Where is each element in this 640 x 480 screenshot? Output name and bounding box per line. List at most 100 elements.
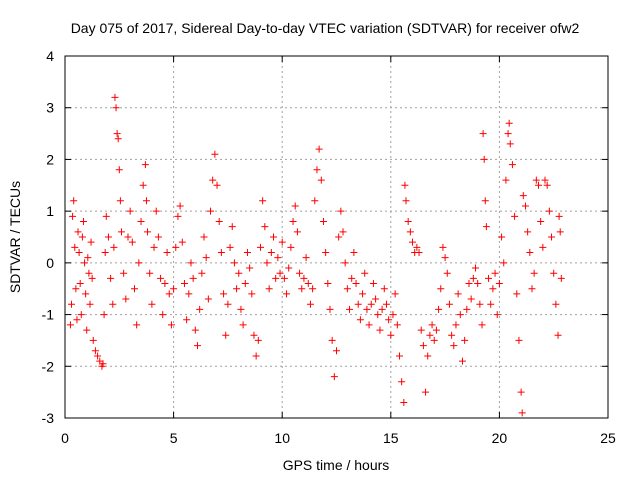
data-point [493, 311, 501, 319]
data-point [545, 207, 553, 215]
data-point [124, 233, 132, 241]
data-point [521, 202, 529, 210]
data-point [270, 233, 278, 241]
data-point [298, 285, 306, 293]
data-point [424, 352, 432, 360]
data-point [382, 300, 390, 308]
data-point [311, 197, 319, 205]
data-point [504, 130, 512, 138]
data-point [141, 161, 149, 169]
data-point [100, 311, 108, 319]
data-point [230, 259, 238, 267]
data-point [555, 212, 563, 220]
data-point [448, 331, 456, 339]
data-point [554, 331, 562, 339]
data-point [263, 259, 271, 267]
data-point [491, 269, 499, 277]
data-point [89, 336, 97, 344]
data-point [502, 176, 510, 184]
data-point [74, 228, 82, 236]
data-point [207, 207, 215, 215]
data-point [348, 274, 356, 282]
data-point [330, 373, 338, 381]
data-point [374, 311, 382, 319]
data-point [180, 280, 188, 288]
data-point [170, 285, 178, 293]
data-point [110, 243, 118, 251]
data-point [479, 130, 487, 138]
data-point [369, 280, 377, 288]
data-point [359, 290, 367, 298]
data-point [239, 321, 247, 329]
data-point [526, 249, 534, 257]
data-point [361, 269, 369, 277]
data-point [552, 300, 560, 308]
data-point [304, 280, 312, 288]
data-point [341, 259, 349, 267]
data-point [152, 207, 160, 215]
data-point [534, 181, 542, 189]
data-point [139, 181, 147, 189]
data-point [445, 300, 453, 308]
data-point [237, 305, 245, 313]
data-point [461, 336, 469, 344]
data-point [241, 280, 249, 288]
data-point [220, 290, 228, 298]
data-point [71, 243, 79, 251]
data-point [112, 104, 120, 112]
data-point [174, 212, 182, 220]
data-point [75, 249, 83, 257]
data-point [300, 274, 308, 282]
data-point [333, 347, 340, 355]
data-point [183, 316, 191, 324]
y-axis-ticks: -3 -2 -1 0 1 2 3 4 [42, 48, 608, 426]
data-point [528, 285, 536, 293]
data-point [250, 331, 258, 339]
data-point [86, 300, 94, 308]
data-point [346, 305, 354, 313]
data-point [452, 321, 460, 329]
data-point [519, 192, 527, 200]
x-tick-label: 0 [61, 430, 69, 446]
data-point [428, 321, 436, 329]
data-point [365, 321, 373, 329]
data-point [287, 243, 295, 251]
data-point [165, 290, 173, 298]
data-point [393, 321, 401, 329]
data-point [88, 274, 96, 282]
data-point [259, 197, 267, 205]
data-point [548, 233, 556, 241]
data-point [82, 290, 90, 298]
data-point [306, 300, 314, 308]
data-point [482, 223, 490, 231]
data-point [437, 285, 445, 293]
data-point [409, 238, 417, 246]
data-point [131, 285, 139, 293]
data-point [511, 212, 519, 220]
data-point [94, 352, 102, 360]
data-point [456, 311, 464, 319]
x-tick-label: 25 [600, 430, 616, 446]
data-point [116, 197, 124, 205]
data-point [87, 238, 95, 246]
plot-frame [64, 55, 609, 419]
data-point [146, 269, 154, 277]
data-point [272, 274, 280, 282]
data-point [200, 233, 208, 241]
data-point [187, 259, 195, 267]
data-point [248, 290, 256, 298]
data-point [185, 290, 193, 298]
data-points [66, 93, 565, 417]
data-point [404, 217, 412, 225]
data-point [343, 285, 351, 293]
data-point [474, 280, 482, 288]
data-point [226, 243, 234, 251]
data-point [443, 269, 451, 277]
data-point [539, 243, 547, 251]
data-point [172, 243, 180, 251]
data-point [480, 155, 488, 163]
data-point [85, 269, 93, 277]
data-point [417, 326, 425, 334]
data-point [530, 269, 538, 277]
